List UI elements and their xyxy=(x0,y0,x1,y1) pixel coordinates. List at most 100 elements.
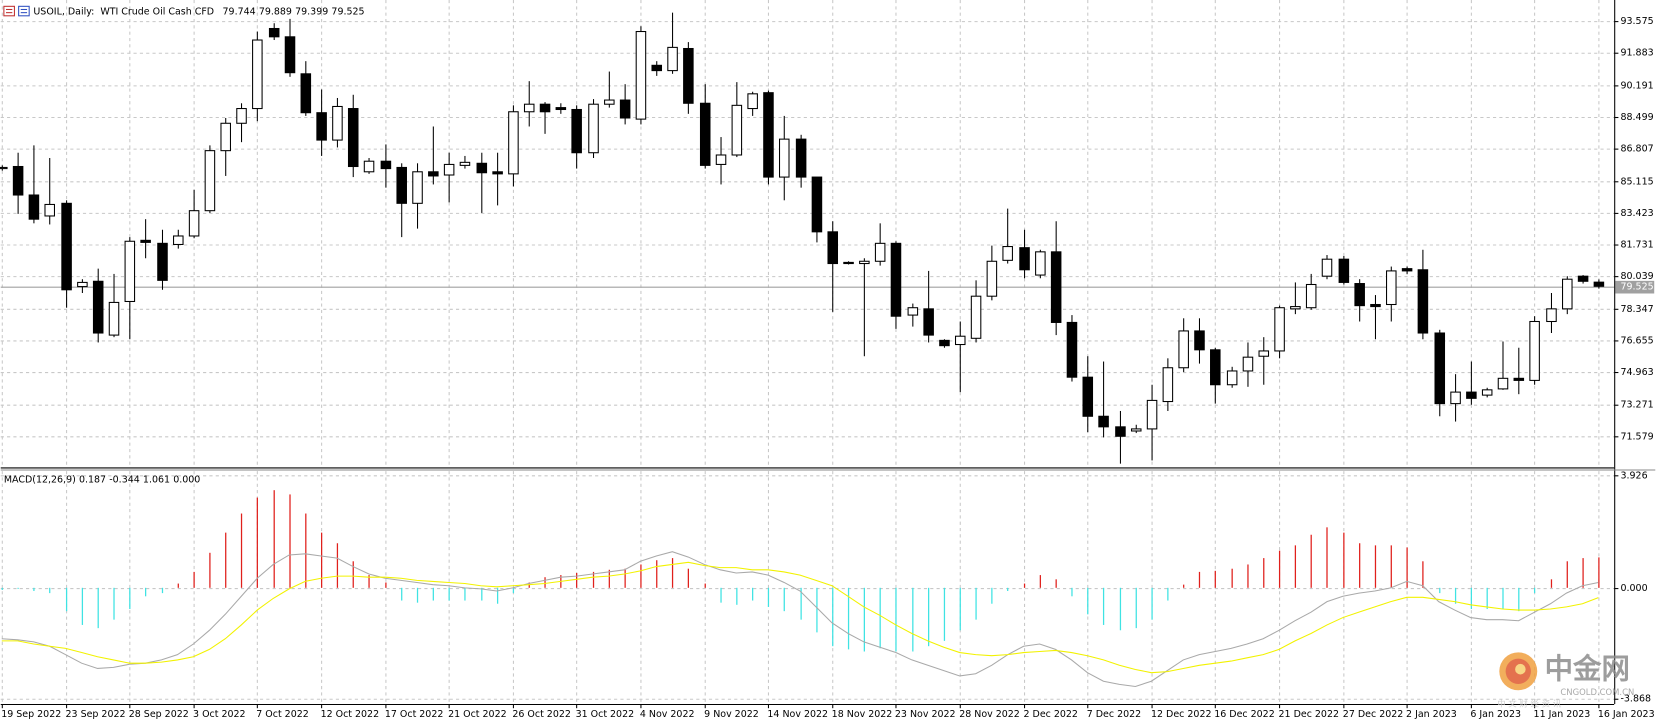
candle-body xyxy=(1370,303,1381,308)
y-tick-label: 91.883 xyxy=(1621,48,1654,59)
candle-body xyxy=(635,30,647,120)
watermark-logo xyxy=(1515,663,1526,675)
x-tick-label: 27 Dec 2022 xyxy=(1343,709,1404,720)
y-tick-label: -3.868 xyxy=(1621,694,1652,705)
candle-body xyxy=(1082,376,1094,417)
y-tick-label: 0.000 xyxy=(1621,583,1648,594)
candle-body xyxy=(1274,307,1285,352)
candle-body xyxy=(412,171,423,204)
candle-body xyxy=(300,73,312,114)
candle-body xyxy=(667,46,678,72)
y-tick-label: 93.575 xyxy=(1621,16,1654,27)
candle-body xyxy=(588,103,599,154)
candle-body xyxy=(874,242,886,262)
x-tick-label: 16 Dec 2022 xyxy=(1214,709,1275,720)
candle-body xyxy=(604,99,615,105)
y-tick-label: 74.963 xyxy=(1621,367,1654,378)
chart-title: USOIL, Daily: WTI Crude Oil Cash CFD xyxy=(33,6,214,17)
candle-body xyxy=(1258,350,1270,357)
candle-body xyxy=(92,280,104,334)
macd-last: 0.187 xyxy=(79,474,106,485)
x-tick-label: 21 Dec 2022 xyxy=(1279,709,1340,720)
x-tick-label: 26 Oct 2022 xyxy=(512,709,571,720)
indicator-label: MACD(12,26,9) xyxy=(4,474,76,485)
candle-body xyxy=(555,107,567,111)
candle-body xyxy=(1178,330,1189,369)
candle-body xyxy=(0,166,8,170)
candle-body xyxy=(683,47,694,104)
x-tick-label: 4 Nov 2022 xyxy=(640,709,695,720)
candle-body xyxy=(811,176,823,233)
candle-body xyxy=(795,138,807,178)
chart-header: USOIL, Daily: WTI Crude Oil Cash CFD 79.7… xyxy=(33,6,364,17)
candle-body xyxy=(923,308,934,336)
candle-body xyxy=(347,108,359,168)
x-tick-label: 28 Nov 2022 xyxy=(959,709,1020,720)
watermark-url: CNGOLD.COM.CN xyxy=(1560,687,1634,697)
candle-body xyxy=(1593,281,1605,287)
last-price-tag xyxy=(1615,280,1655,294)
candle-body xyxy=(173,235,184,246)
candle-body xyxy=(1546,308,1557,323)
candle-body xyxy=(1497,377,1509,390)
candle-body xyxy=(396,166,407,204)
x-tick-label: 11 Jan 2023 xyxy=(1534,709,1591,720)
x-tick-label: 7 Dec 2022 xyxy=(1087,709,1141,720)
candle-body xyxy=(1562,278,1573,310)
candle-body xyxy=(1098,415,1109,428)
x-tick-label: 17 Oct 2022 xyxy=(385,709,444,720)
candle-body xyxy=(459,161,471,166)
candle-body xyxy=(1321,258,1333,277)
x-tick-label: 23 Nov 2022 xyxy=(895,709,956,720)
candle-body xyxy=(332,105,343,141)
y-tick-label: 90.191 xyxy=(1621,80,1654,91)
candle-body xyxy=(380,160,392,170)
candle-body xyxy=(1002,246,1013,261)
x-tick-label: 21 Oct 2022 xyxy=(448,709,507,720)
candle-body xyxy=(1513,377,1525,381)
candle-body xyxy=(1338,258,1350,283)
y-tick-label: 76.655 xyxy=(1621,335,1654,346)
candle-body xyxy=(859,260,870,265)
candle-body xyxy=(1194,330,1205,351)
candle-body xyxy=(28,194,40,220)
candle-body xyxy=(316,112,327,141)
candle-body xyxy=(204,150,216,212)
candle-body xyxy=(651,64,663,72)
x-tick-label: 12 Dec 2022 xyxy=(1151,709,1212,720)
x-tick-label: 18 Nov 2022 xyxy=(832,709,893,720)
candle-body xyxy=(986,260,998,297)
y-tick-label: 83.423 xyxy=(1621,208,1654,219)
candle-body xyxy=(1401,268,1413,272)
signal-line xyxy=(1,561,1599,674)
header-close: 79.525 xyxy=(331,6,364,17)
candle-body xyxy=(1450,391,1461,405)
x-tick-label: 2 Jan 2023 xyxy=(1406,709,1457,720)
candle-body xyxy=(523,103,535,113)
y-tick-label: 86.807 xyxy=(1621,144,1654,155)
y-tick-label: 80.039 xyxy=(1621,271,1654,282)
candle-body xyxy=(747,93,758,110)
candle-body xyxy=(443,163,455,176)
candle-body xyxy=(571,108,582,154)
candle-body xyxy=(939,339,950,347)
candle-body xyxy=(220,122,231,152)
candle-body xyxy=(778,138,790,178)
candle-body xyxy=(1050,251,1062,323)
candle-body xyxy=(1130,428,1142,432)
candle-body xyxy=(1481,389,1493,396)
candle-body xyxy=(508,111,519,175)
candle-body xyxy=(1466,391,1477,399)
candle-body xyxy=(1242,356,1254,372)
candle-body xyxy=(1386,270,1397,306)
y-tick-label: 3.926 xyxy=(1621,470,1648,481)
watermark: 中金网 CNGOLD.COM.CN 中 文 财 经 资 讯 xyxy=(1497,652,1634,708)
candle-body xyxy=(907,307,919,316)
y-tick-label: 71.579 xyxy=(1621,431,1654,442)
y-tick-label: 78.347 xyxy=(1621,304,1654,315)
candle-body xyxy=(108,301,120,336)
macd-line xyxy=(1,551,1599,688)
